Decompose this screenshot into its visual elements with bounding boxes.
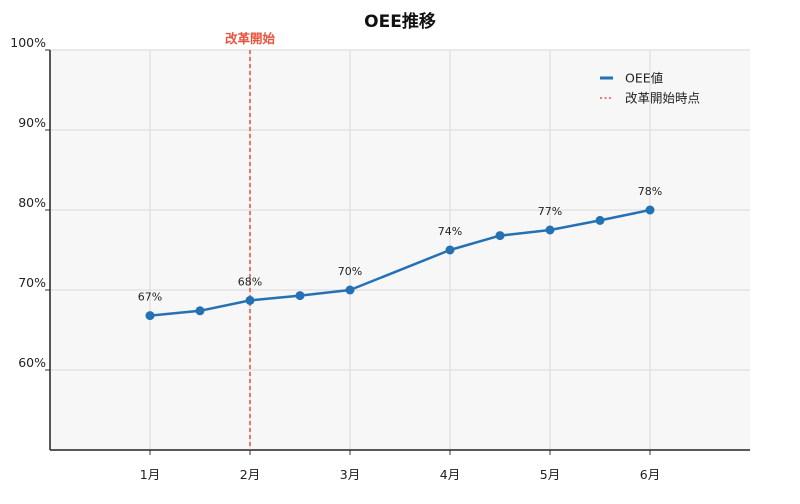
y-tick-label: 80% bbox=[18, 195, 46, 210]
y-tick-labels: 60% 70% 80% 90% 100% bbox=[10, 35, 46, 370]
data-point bbox=[595, 215, 605, 225]
data-label: 78% bbox=[638, 185, 662, 198]
x-tick-label: 5月 bbox=[540, 467, 560, 482]
x-tick-label: 1月 bbox=[140, 467, 160, 482]
data-label: 70% bbox=[338, 265, 362, 278]
y-tick-label: 60% bbox=[18, 355, 46, 370]
reference-line-label: 改革開始 bbox=[225, 31, 276, 46]
x-tick-label: 3月 bbox=[340, 467, 360, 482]
x-tick-label: 4月 bbox=[440, 467, 460, 482]
data-label: 77% bbox=[538, 205, 562, 218]
data-point bbox=[495, 231, 505, 241]
data-point bbox=[545, 225, 555, 235]
axes bbox=[45, 49, 750, 455]
data-point bbox=[445, 245, 455, 255]
data-label: 67% bbox=[138, 291, 162, 304]
y-tick-label: 100% bbox=[10, 35, 46, 50]
series-line bbox=[149, 208, 651, 317]
data-point bbox=[645, 205, 655, 215]
x-tick-label: 6月 bbox=[640, 467, 660, 482]
data-point bbox=[195, 306, 205, 316]
reference-line-group: 改革開始 bbox=[225, 31, 276, 450]
data-point bbox=[245, 295, 255, 305]
legend-label-oee: OEE値 bbox=[625, 71, 663, 86]
legend-label-reference: 改革開始時点 bbox=[625, 91, 700, 106]
plot-area bbox=[50, 50, 750, 450]
data-point bbox=[295, 291, 305, 301]
series-group bbox=[145, 205, 655, 321]
data-labels: 67% 68% 70% 74% 77% 78% bbox=[138, 185, 662, 304]
data-label: 74% bbox=[438, 225, 462, 238]
x-tick-label: 2月 bbox=[240, 467, 260, 482]
data-label: 68% bbox=[238, 275, 262, 288]
grid-lines bbox=[50, 49, 750, 450]
y-tick-label: 90% bbox=[18, 115, 46, 130]
data-point bbox=[145, 311, 155, 321]
x-tick-labels: 1月 2月 3月 4月 5月 6月 bbox=[140, 467, 660, 482]
data-point bbox=[345, 285, 355, 295]
chart-title: OEE推移 bbox=[364, 11, 436, 32]
y-tick-label: 70% bbox=[18, 275, 46, 290]
